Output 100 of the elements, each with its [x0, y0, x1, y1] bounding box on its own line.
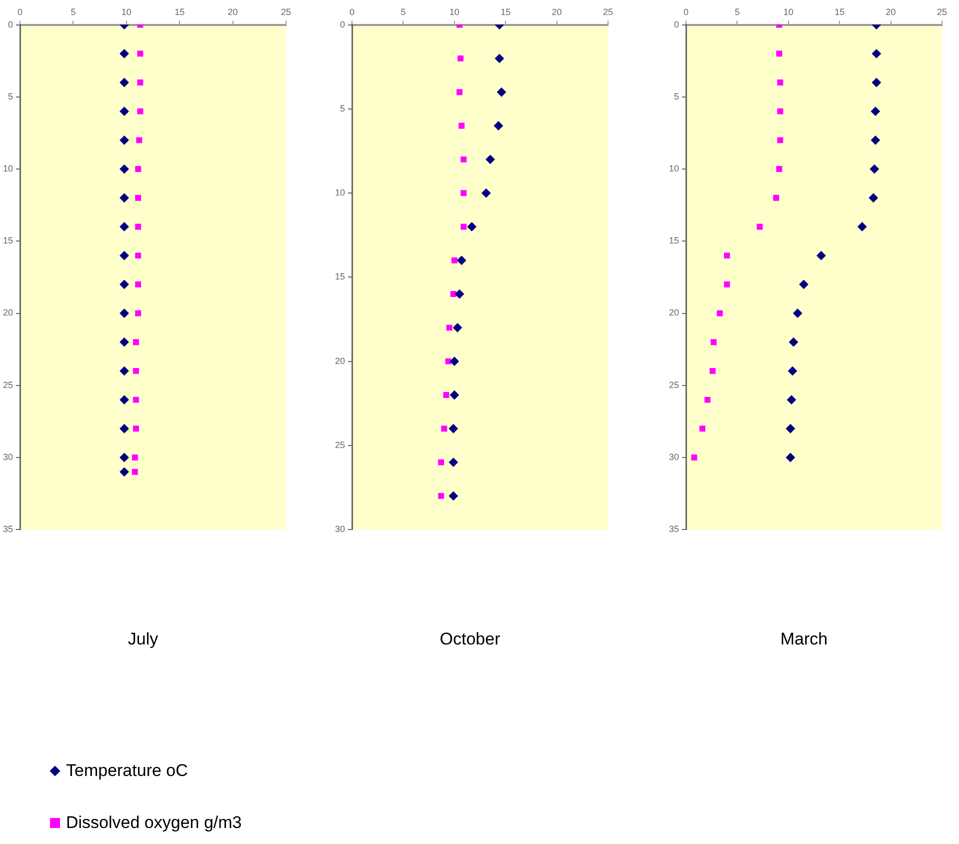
point — [872, 49, 881, 58]
point — [135, 166, 142, 172]
point — [120, 467, 129, 476]
point — [135, 224, 142, 230]
point — [710, 368, 716, 374]
y-tick-label: 35 — [668, 524, 680, 534]
legend-label: Dissolved oxygen g/m3 — [66, 813, 242, 833]
point — [704, 396, 710, 403]
point — [137, 108, 144, 114]
point — [456, 89, 462, 96]
y-tick-label: 5 — [8, 91, 14, 102]
point — [451, 257, 458, 264]
point — [793, 308, 802, 318]
point — [120, 308, 129, 318]
point — [120, 452, 129, 462]
x-tick-label: 25 — [936, 6, 948, 17]
x-tick-label: 25 — [602, 6, 614, 17]
text: July — [128, 629, 159, 648]
point — [460, 224, 467, 230]
point — [699, 426, 706, 432]
point — [870, 164, 879, 174]
point — [132, 454, 138, 460]
x-tick-label: 5 — [70, 6, 76, 17]
point — [135, 281, 142, 288]
y-tick-label: 20 — [334, 356, 346, 366]
y-tick-label: 20 — [668, 308, 680, 318]
point — [455, 290, 464, 299]
point — [716, 310, 723, 316]
point — [858, 222, 867, 232]
point — [120, 366, 129, 376]
point — [486, 154, 495, 164]
point — [786, 452, 795, 462]
point — [445, 358, 452, 364]
y-tick-label: 25 — [668, 380, 680, 390]
point — [773, 194, 780, 201]
point — [816, 251, 826, 260]
point — [120, 164, 129, 174]
point — [133, 368, 139, 374]
point — [133, 339, 139, 346]
point — [448, 424, 458, 434]
y-tick-label: 0 — [8, 19, 14, 30]
text: March — [780, 629, 828, 648]
y-tick-label: 10 — [334, 188, 346, 198]
point — [438, 459, 444, 466]
y-tick-label: 30 — [334, 524, 346, 534]
x-tick-label: 5 — [734, 6, 740, 17]
y-tick-label: 5 — [674, 91, 680, 102]
x-tick-label: 20 — [228, 6, 238, 17]
point — [446, 324, 452, 331]
point — [137, 80, 144, 86]
y-tick-label: 20 — [2, 308, 14, 318]
point — [120, 338, 129, 347]
y-tick-label: 30 — [2, 452, 14, 462]
x-tick-label: 10 — [449, 6, 460, 17]
point — [776, 50, 782, 57]
y-tick-label: 25 — [334, 440, 346, 450]
x-tick-label: 0 — [684, 6, 689, 17]
y-tick-label: 35 — [2, 524, 14, 534]
point — [120, 49, 129, 58]
x-tick-label: 10 — [783, 6, 794, 17]
point — [448, 458, 458, 467]
y-tick-label: 10 — [2, 164, 14, 174]
point — [788, 366, 798, 376]
point — [120, 106, 129, 116]
y-tick-label: 10 — [668, 164, 680, 174]
point — [120, 251, 129, 260]
point — [482, 188, 491, 198]
point — [457, 256, 466, 265]
point — [776, 166, 782, 172]
point — [441, 426, 448, 432]
point — [120, 280, 129, 289]
point — [438, 492, 444, 499]
point — [452, 323, 462, 332]
point — [786, 424, 795, 434]
x-tick-label: 25 — [280, 6, 292, 17]
point — [777, 80, 784, 86]
x-tick-label: 20 — [886, 6, 896, 17]
point — [691, 454, 698, 460]
point — [132, 468, 138, 475]
point — [789, 338, 798, 347]
y-tick-label: 30 — [668, 452, 680, 462]
y-tick-label: 25 — [2, 380, 14, 390]
point — [870, 106, 880, 116]
x-tick-label: 0 — [18, 6, 23, 17]
point — [458, 55, 464, 62]
point — [458, 122, 465, 129]
x-tick-label: 20 — [552, 6, 562, 17]
y-tick-label: 0 — [340, 19, 346, 30]
point — [777, 108, 784, 114]
y-tick-label: 15 — [334, 272, 346, 282]
point — [494, 54, 504, 63]
x-tick-label: 15 — [834, 6, 845, 17]
point — [450, 356, 459, 366]
y-tick-label: 15 — [668, 236, 680, 246]
point — [120, 424, 129, 434]
point — [120, 136, 129, 145]
y-tick-label: 0 — [674, 19, 680, 30]
point — [443, 392, 450, 398]
point — [137, 50, 144, 57]
point — [120, 193, 129, 202]
